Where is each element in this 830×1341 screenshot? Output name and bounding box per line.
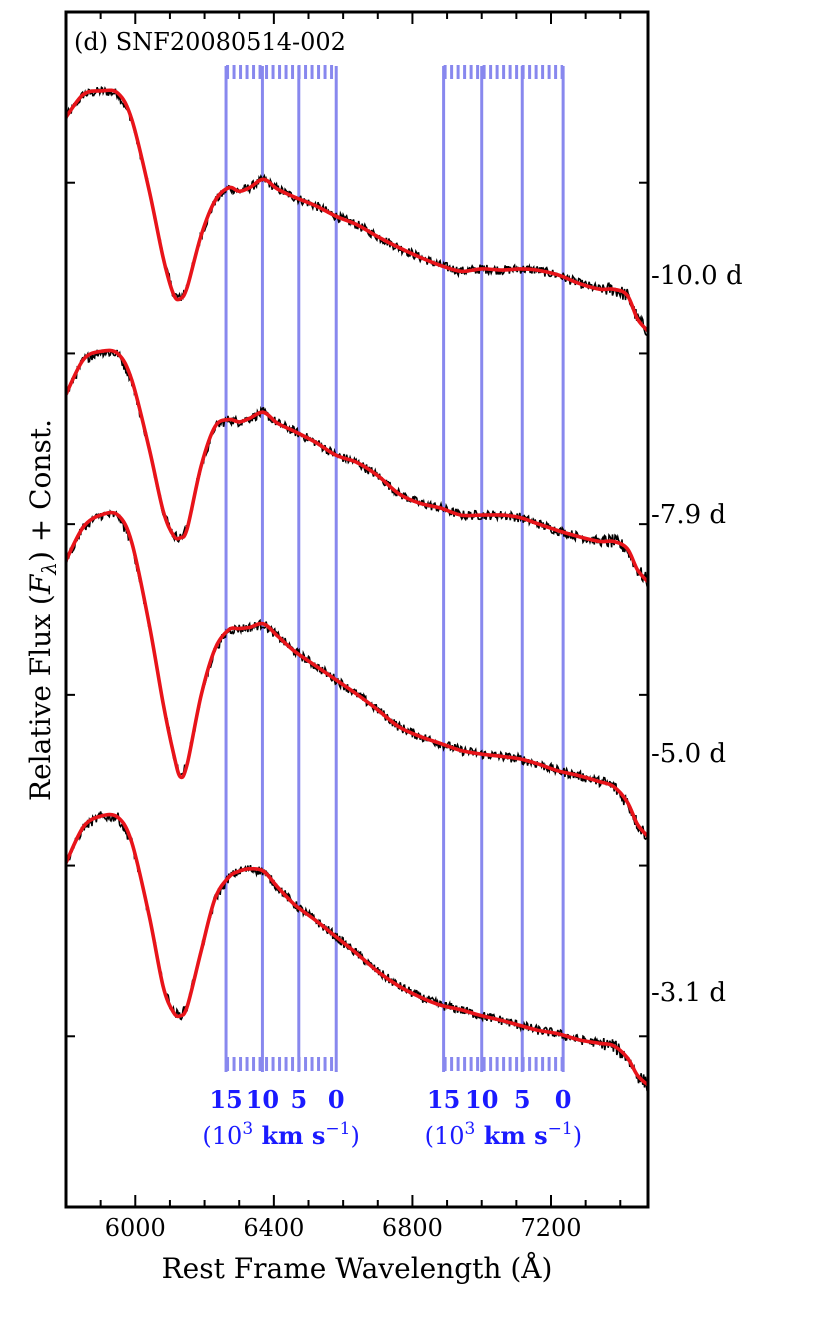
velocity-tick-label: 15 xyxy=(209,1085,242,1114)
observed-spectrum xyxy=(66,811,648,1092)
plot-area xyxy=(66,65,648,1092)
velocity-tick-label: 0 xyxy=(555,1085,572,1114)
plot-frame xyxy=(64,10,650,1209)
epoch-label: -7.9 d xyxy=(651,500,726,530)
velocity-labels: 15 10 5 0(103 km s−1)15 10 5 0(103 km s−1) xyxy=(202,1085,582,1150)
y-axis-title: Relative Flux (Fλ) + Const. xyxy=(24,419,61,801)
smoothed-spectrum xyxy=(66,88,648,333)
velocity-unit-label: (103 km s−1) xyxy=(202,1119,359,1150)
epoch-label: -3.1 d xyxy=(651,978,726,1008)
y-axis-title-subscript: λ xyxy=(37,562,61,576)
x-tick-label: 6000 xyxy=(105,1214,166,1242)
x-tick-labels: 6000 6400 6800 7200 xyxy=(105,1214,582,1242)
x-tick-label: 6400 xyxy=(243,1214,304,1242)
smoothed-spectrum xyxy=(66,348,648,584)
velocity-tick-label: 5 xyxy=(514,1085,531,1114)
epoch-label: -5.0 d xyxy=(651,739,726,769)
y-axis-title-start: Relative Flux ( xyxy=(24,594,57,801)
plot-content xyxy=(66,65,648,1092)
velocity-tick-label: 10 xyxy=(246,1085,279,1114)
epoch-label: -10.0 d xyxy=(651,261,743,291)
panel-title: (d) SNF20080514-002 xyxy=(74,28,346,56)
velocity-unit-label: (103 km s−1) xyxy=(425,1119,582,1150)
x-tick-label: 6800 xyxy=(382,1214,443,1242)
y-axis-title-end: ) + Const. xyxy=(24,419,57,562)
axis-ticks xyxy=(65,12,648,1207)
velocity-tick-label: 15 xyxy=(427,1085,460,1114)
velocity-tick-label: 10 xyxy=(465,1085,498,1114)
observed-spectrum xyxy=(66,509,648,841)
x-axis-title: Rest Frame Wavelength (Å) xyxy=(162,1252,553,1285)
y-axis-title-symbol: F xyxy=(24,573,57,595)
velocity-tick-label: 5 xyxy=(290,1085,307,1114)
x-tick-label: 7200 xyxy=(520,1214,581,1242)
epoch-labels: -10.0 d -7.9 d -5.0 d -3.1 d xyxy=(651,261,743,1008)
velocity-tick-label: 0 xyxy=(328,1085,345,1114)
smoothed-spectrum xyxy=(66,510,648,838)
smoothed-spectrum xyxy=(66,812,648,1087)
